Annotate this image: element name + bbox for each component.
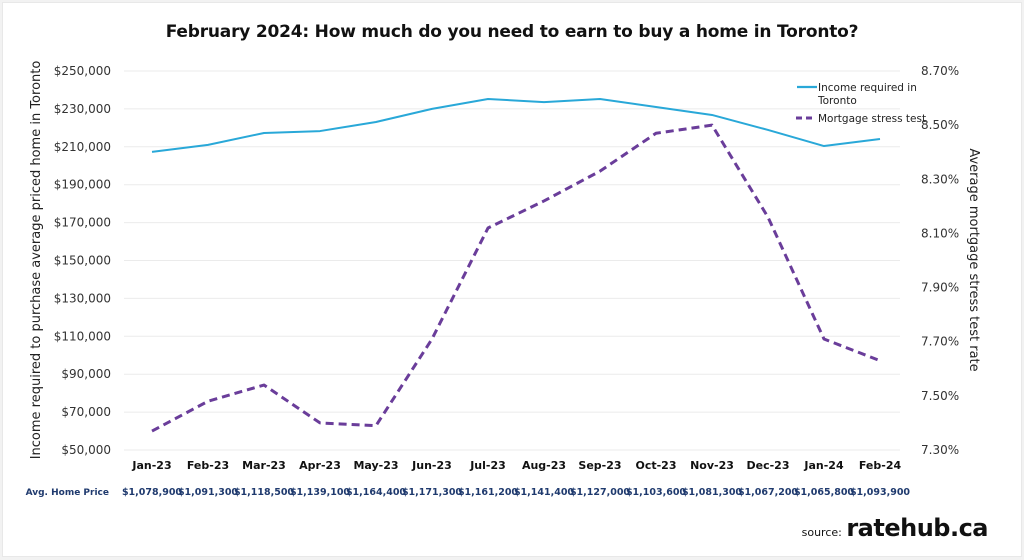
avg-home-price-label: Avg. Home Price bbox=[26, 488, 109, 498]
avg-home-price-value: $1,139,100 bbox=[290, 487, 350, 498]
y-axis-right-ticks: 7.30% 7.50% 7.70% 7.90% 8.10% 8.30% 8.50% 8.70% bbox=[921, 64, 959, 457]
x-tick-label: May-23 bbox=[353, 459, 398, 472]
avg-home-price-value: $1,164,400 bbox=[346, 487, 406, 498]
x-tick-label: Apr-23 bbox=[299, 459, 341, 472]
y-tick-label-right: 8.10% bbox=[921, 226, 959, 240]
x-tick-label: Jul-23 bbox=[469, 459, 506, 472]
avg-home-price-value: $1,078,900 bbox=[122, 487, 182, 498]
x-tick-label: Mar-23 bbox=[242, 459, 286, 472]
y-tick-label-left: $90,000 bbox=[61, 367, 111, 381]
avg-home-price-row: $1,078,900$1,091,300$1,118,500$1,139,100… bbox=[122, 487, 910, 498]
y-tick-label-right: 8.70% bbox=[921, 64, 959, 78]
x-tick-label: Jan-24 bbox=[803, 459, 844, 472]
x-tick-label: Feb-24 bbox=[859, 459, 902, 472]
avg-home-price-value: $1,118,500 bbox=[234, 487, 294, 498]
x-tick-label: Feb-23 bbox=[187, 459, 229, 472]
y-axis-left-title: Income required to purchase average pric… bbox=[29, 61, 44, 460]
avg-home-price-value: $1,161,200 bbox=[458, 487, 518, 498]
x-tick-label: Oct-23 bbox=[635, 459, 676, 472]
legend-income-label-2: Toronto bbox=[817, 95, 857, 107]
avg-home-price-value: $1,067,200 bbox=[738, 487, 798, 498]
chart-title: February 2024: How much do you need to e… bbox=[165, 22, 859, 42]
y-tick-label-left: $210,000 bbox=[54, 140, 111, 154]
x-tick-label: Jun-23 bbox=[411, 459, 452, 472]
x-axis-categories: Jan-23 Feb-23 Mar-23 Apr-23 May-23 Jun-23 Jul-… bbox=[131, 459, 901, 472]
x-tick-label: Jan-23 bbox=[131, 459, 171, 472]
series-line-stress-test bbox=[151, 123, 881, 433]
legend-stress-label: Mortgage stress test bbox=[818, 113, 926, 125]
x-tick-label: Sep-23 bbox=[578, 459, 621, 472]
y-tick-label-left: $230,000 bbox=[54, 102, 111, 116]
avg-home-price-value: $1,065,800 bbox=[794, 487, 854, 498]
legend: Income required in Toronto Mortgage stre… bbox=[796, 82, 926, 125]
source-credit: source: ratehub.ca bbox=[801, 514, 989, 542]
y-axis-left-ticks: $50,000 $70,000 $90,000 $110,000 $130,000 $15… bbox=[54, 64, 111, 457]
y-tick-label-right: 7.90% bbox=[921, 281, 959, 295]
avg-home-price-value: $1,171,300 bbox=[402, 487, 462, 498]
y-tick-label-right: 7.70% bbox=[921, 335, 959, 349]
avg-home-price-value: $1,127,000 bbox=[570, 487, 630, 498]
source-brand-logo: ratehub.ca bbox=[846, 514, 988, 542]
legend-income-label-1: Income required in bbox=[818, 82, 917, 94]
series-line-income bbox=[151, 98, 881, 153]
y-tick-label-left: $50,000 bbox=[61, 443, 111, 457]
y-tick-label-right: 8.30% bbox=[921, 172, 959, 186]
avg-home-price-value: $1,093,900 bbox=[850, 487, 910, 498]
y-tick-label-right: 7.30% bbox=[921, 443, 959, 457]
y-axis-right-title: Average mortgage stress test rate bbox=[966, 148, 981, 371]
y-tick-label-right: 7.50% bbox=[921, 389, 959, 403]
y-tick-label-left: $110,000 bbox=[54, 329, 111, 343]
x-tick-label: Aug-23 bbox=[522, 459, 566, 472]
x-tick-label: Dec-23 bbox=[747, 459, 790, 472]
avg-home-price-value: $1,103,600 bbox=[626, 487, 686, 498]
y-tick-label-left: $190,000 bbox=[54, 178, 111, 192]
y-tick-label-left: $130,000 bbox=[54, 291, 111, 305]
y-tick-label-right: 8.50% bbox=[921, 118, 959, 132]
y-tick-label-left: $250,000 bbox=[54, 64, 111, 78]
avg-home-price-value: $1,141,400 bbox=[514, 487, 574, 498]
avg-home-price-value: $1,081,300 bbox=[682, 487, 742, 498]
series-lines bbox=[151, 98, 881, 433]
y-tick-label-left: $70,000 bbox=[61, 405, 111, 419]
source-prefix: source: bbox=[801, 526, 842, 539]
y-tick-label-left: $150,000 bbox=[54, 254, 111, 268]
y-tick-label-left: $170,000 bbox=[54, 216, 111, 230]
x-tick-label: Nov-23 bbox=[690, 459, 734, 472]
avg-home-price-value: $1,091,300 bbox=[178, 487, 238, 498]
